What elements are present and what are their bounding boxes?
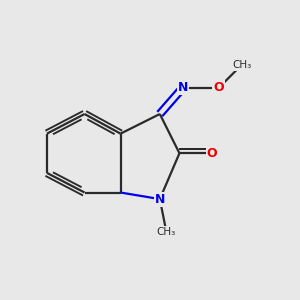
Text: O: O bbox=[213, 81, 224, 94]
Text: CH₃: CH₃ bbox=[157, 227, 176, 237]
Text: N: N bbox=[154, 193, 165, 206]
Text: O: O bbox=[207, 147, 218, 160]
Text: N: N bbox=[178, 81, 188, 94]
Text: CH₃: CH₃ bbox=[232, 60, 251, 70]
